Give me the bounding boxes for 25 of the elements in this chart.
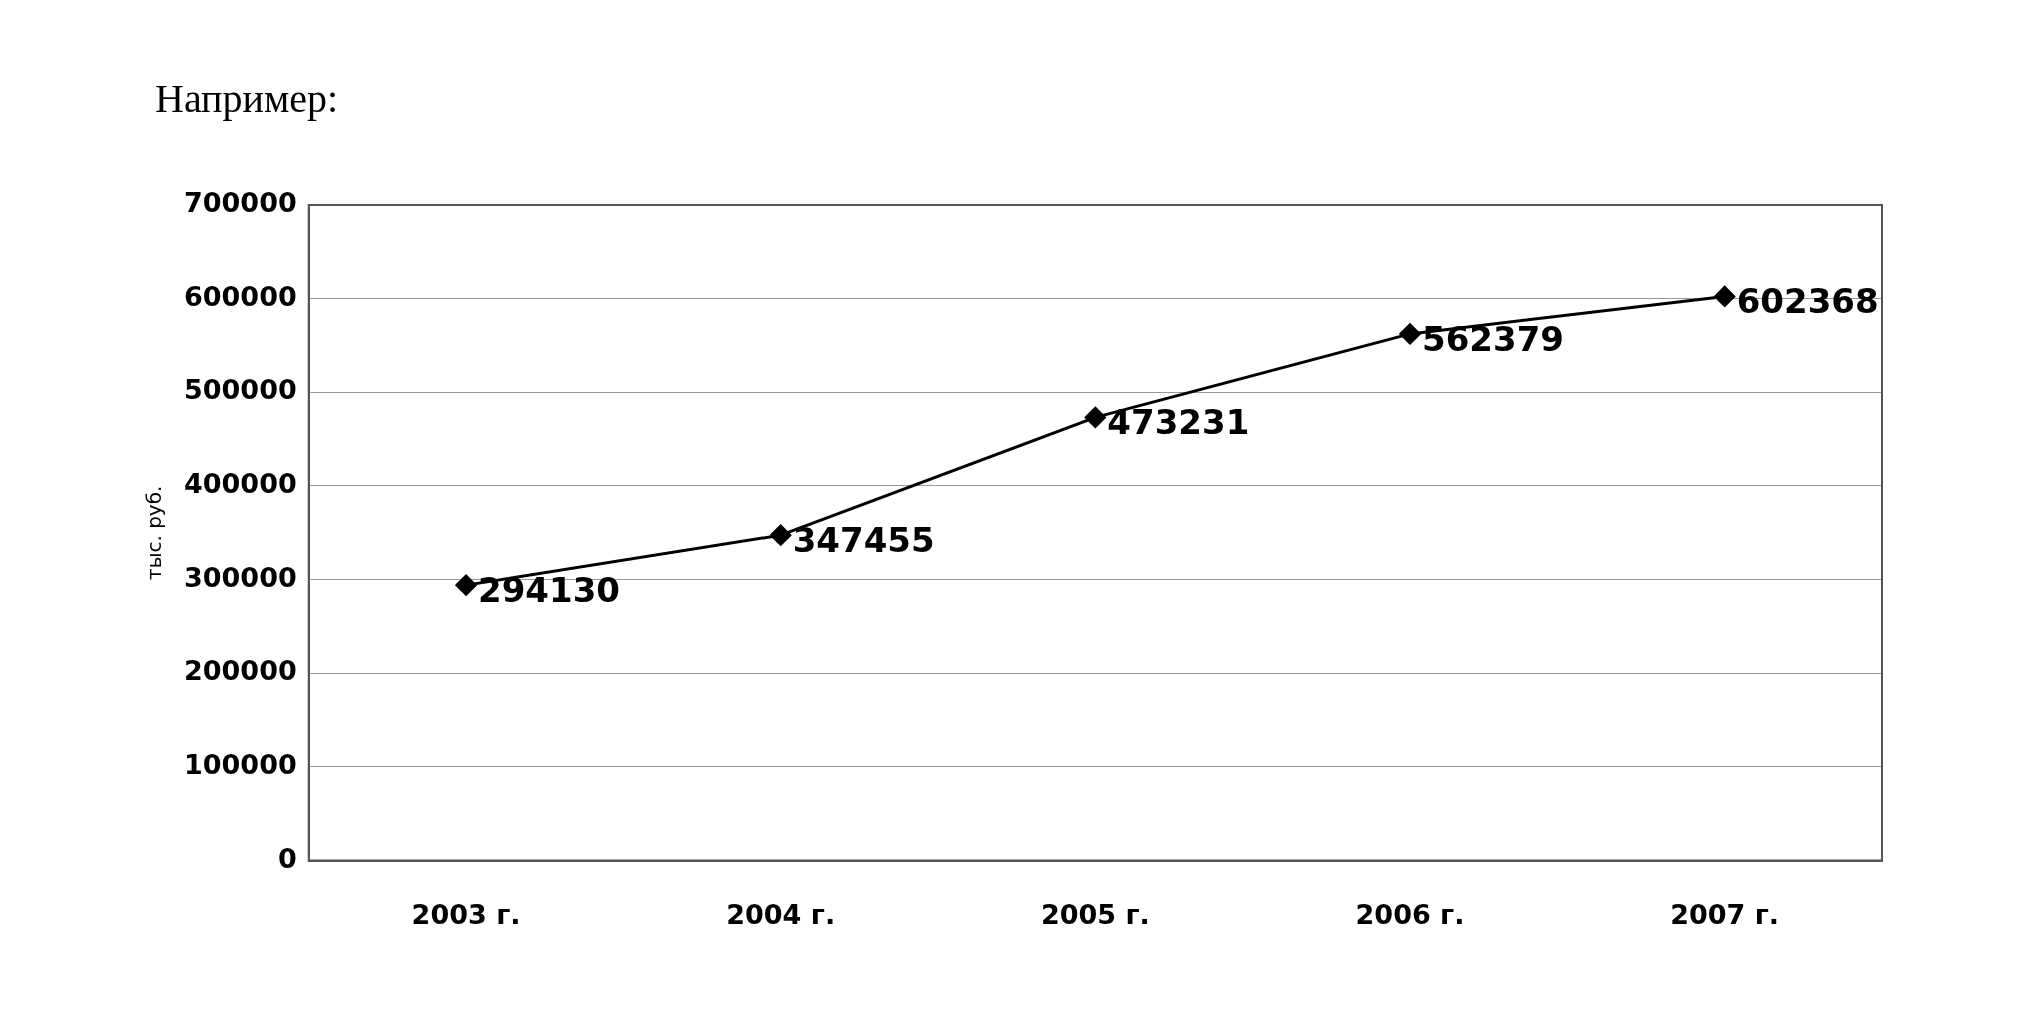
data-label: 294130 bbox=[478, 569, 620, 610]
point bbox=[770, 524, 792, 546]
y-tick-label: 100000 bbox=[183, 748, 297, 780]
y-tick-label: 200000 bbox=[183, 655, 297, 687]
point bbox=[1084, 406, 1106, 428]
chart-title: Например: bbox=[155, 75, 339, 122]
x-tick-label: 2007 г. bbox=[1670, 898, 1780, 930]
point bbox=[1714, 285, 1736, 307]
y-tick-label: 300000 bbox=[183, 561, 297, 593]
point bbox=[455, 574, 477, 596]
y-tick-label: 700000 bbox=[183, 187, 297, 219]
x-tick-label: 2005 г. bbox=[1040, 898, 1150, 930]
y-axis-title: тыс. руб. bbox=[142, 485, 167, 580]
y-tick-label: 400000 bbox=[183, 467, 297, 499]
y-tick-label: 0 bbox=[277, 842, 297, 874]
y-tick-label: 500000 bbox=[183, 374, 297, 406]
x-tick-label: 2003 г. bbox=[411, 898, 521, 930]
x-tick-label: 2004 г. bbox=[726, 898, 836, 930]
data-label: 562379 bbox=[1422, 318, 1564, 359]
data-label: 347455 bbox=[792, 520, 935, 561]
data-label: 473231 bbox=[1107, 402, 1250, 443]
data-label: 602368 bbox=[1736, 281, 1879, 322]
point bbox=[1399, 323, 1421, 345]
x-tick-label: 2006 г. bbox=[1355, 898, 1465, 930]
y-tick-label: 600000 bbox=[183, 280, 297, 312]
